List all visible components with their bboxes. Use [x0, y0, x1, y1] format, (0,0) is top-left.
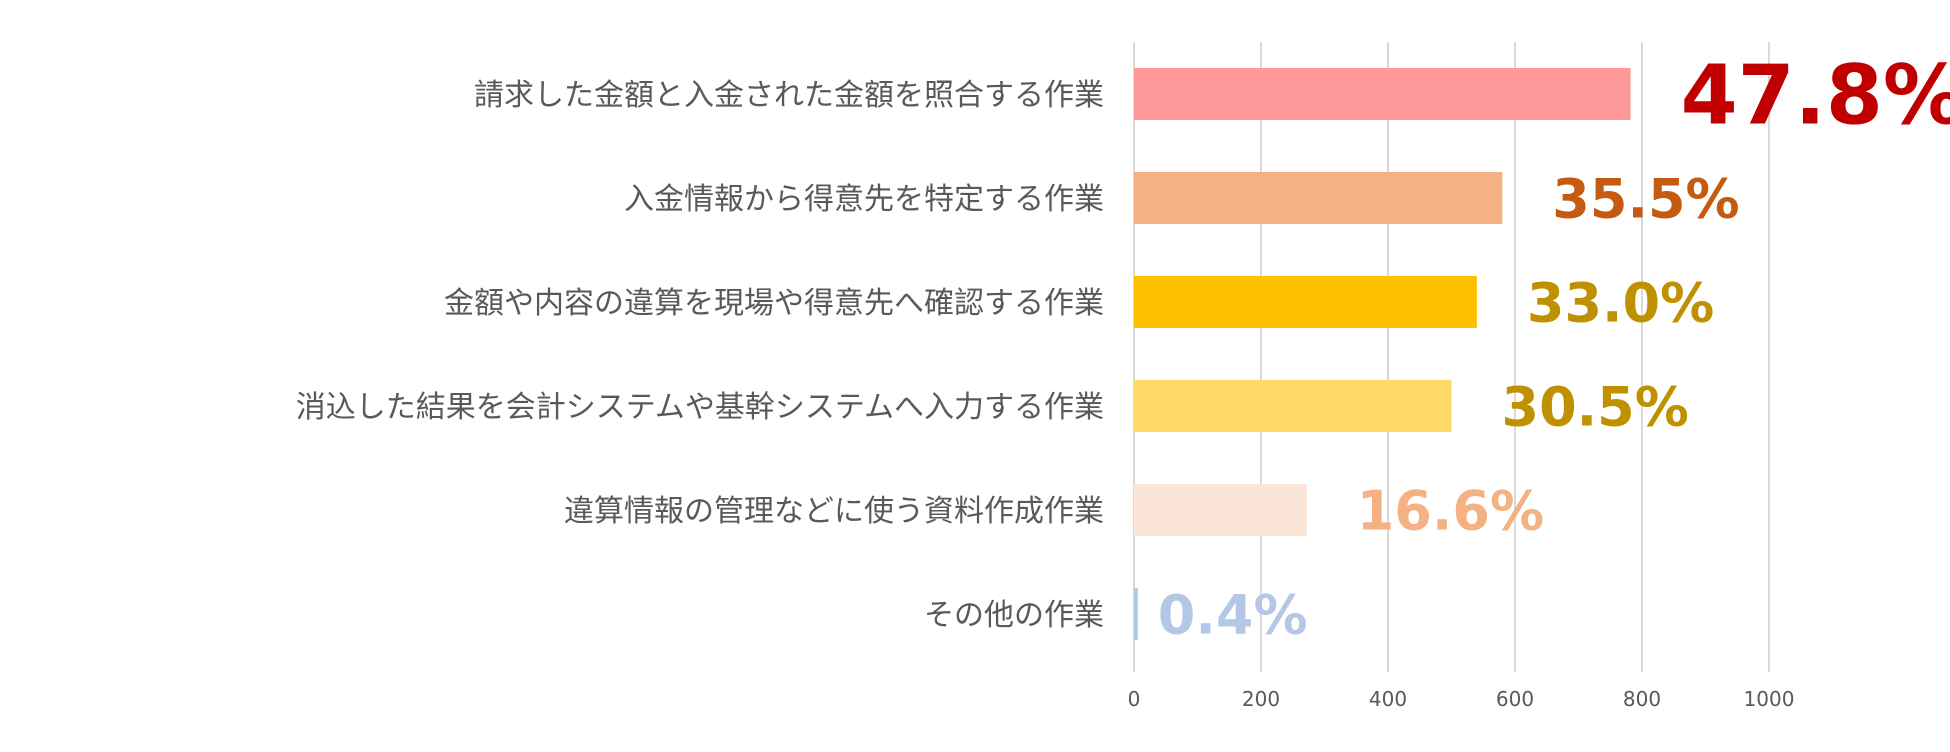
x-tick-label-1000: 1000	[1744, 687, 1795, 711]
category-label-6: その他の作業	[924, 598, 1104, 633]
bars	[1134, 68, 1631, 640]
category-label-3: 金額や内容の違算を現場や得意先へ確認する作業	[444, 286, 1104, 321]
x-tick-label-600: 600	[1496, 687, 1534, 711]
bar-1	[1134, 68, 1631, 120]
bar-2	[1134, 172, 1503, 224]
category-labels: 請求した金額と入金された金額を照合する作業入金情報から得意先を特定する作業金額や…	[296, 78, 1104, 633]
data-labels: 47.8% 35.5% 33.0% 30.5% 16.6% 0.4%	[1158, 49, 1950, 647]
category-label-4: 消込した結果を会計システムや基幹システムへ入力する作業	[296, 390, 1104, 425]
bar-3	[1134, 276, 1477, 328]
category-label-1: 請求した金額と入金された金額を照合する作業	[474, 78, 1104, 113]
data-label-5: 16.6%	[1357, 479, 1544, 542]
x-tick-label-200: 200	[1242, 687, 1280, 711]
x-tick-label-0: 0	[1128, 687, 1141, 711]
bar-6	[1134, 588, 1138, 640]
data-label-2: 35.5%	[1552, 167, 1739, 230]
gridlines	[1133, 42, 1770, 672]
x-tick-label-800: 800	[1623, 687, 1661, 711]
bar-5	[1134, 484, 1307, 536]
data-label-6: 0.4%	[1158, 583, 1308, 646]
category-label-5: 違算情報の管理などに使う資料作成作業	[564, 494, 1104, 529]
x-axis-ticks: 0 200 400 600 800 1000	[1128, 687, 1795, 711]
data-label-1: 47.8%	[1681, 49, 1950, 144]
category-label-2: 入金情報から得意先を特定する作業	[624, 182, 1104, 217]
bar-4	[1134, 380, 1452, 432]
data-label-4: 30.5%	[1502, 375, 1689, 438]
data-label-3: 33.0%	[1527, 271, 1714, 334]
x-tick-label-400: 400	[1369, 687, 1407, 711]
